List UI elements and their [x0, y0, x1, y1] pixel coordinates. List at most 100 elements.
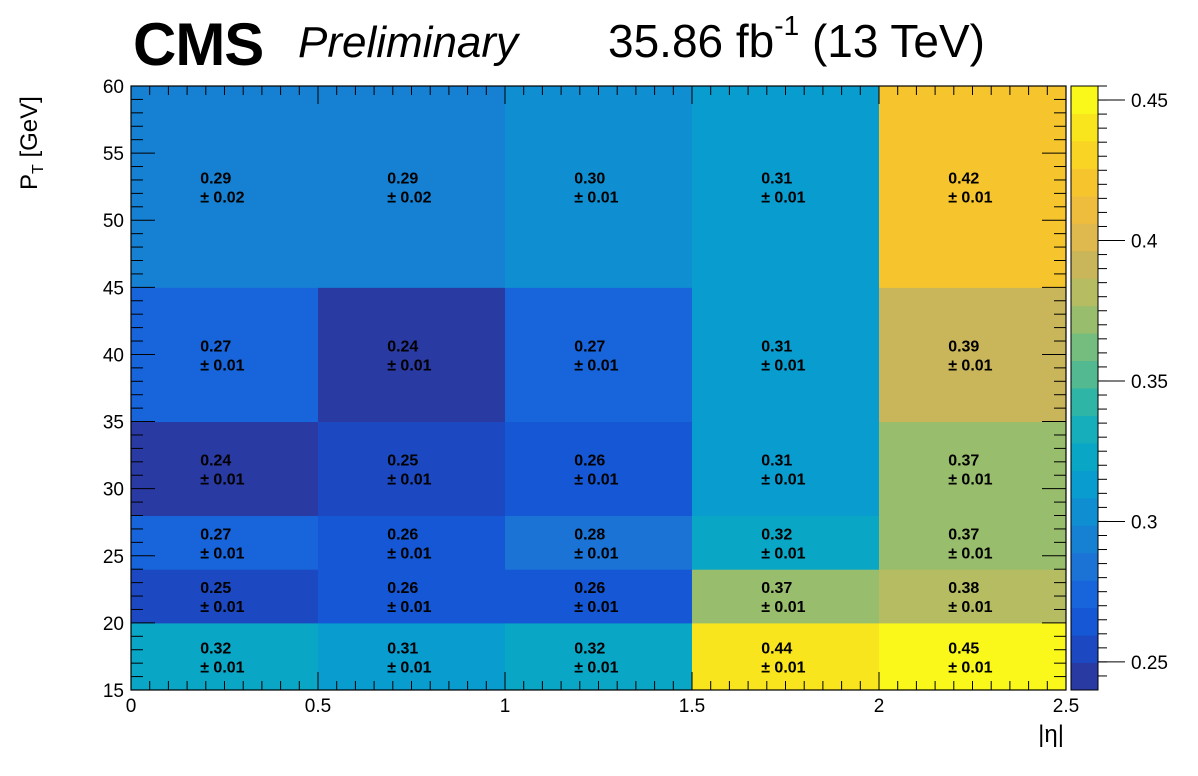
heatmap-cell [505, 421, 693, 517]
colorbar-segment [1071, 525, 1098, 554]
luminosity-value: 35.86 fb [608, 15, 775, 67]
heatmap-cell [692, 86, 880, 288]
cell-value-label: 0.26 [387, 526, 418, 543]
colorbar-tick-label: 0.35 [1131, 372, 1168, 393]
cell-error-label: ± 0.01 [387, 545, 431, 562]
cell-error-label: ± 0.02 [387, 190, 431, 207]
colorbar-segment [1071, 497, 1098, 526]
colorbar-segment [1071, 607, 1098, 636]
cell-error-label: ± 0.01 [200, 545, 244, 562]
heatmap-cell [131, 515, 319, 570]
cell-error-label: ± 0.01 [387, 472, 431, 489]
colorbar-segment [1071, 552, 1098, 581]
heatmap-cell [692, 421, 880, 517]
luminosity-exponent: -1 [774, 9, 800, 41]
cell-error-label: ± 0.01 [574, 190, 618, 207]
cell-error-label: ± 0.01 [200, 659, 244, 676]
heatmap-cell [692, 287, 880, 423]
heatmap-cell [879, 515, 1067, 570]
colorbar-tick-label: 0.3 [1131, 512, 1157, 533]
cell-value-label: 0.25 [387, 453, 418, 470]
colorbar-segment [1071, 113, 1098, 142]
cell-value-label: 0.24 [200, 453, 231, 470]
cell-error-label: ± 0.02 [200, 190, 244, 207]
cell-error-label: ± 0.01 [574, 659, 618, 676]
x-tick-label: 2.5 [1053, 696, 1079, 717]
colorbar-tick-label: 0.45 [1131, 91, 1168, 112]
cell-error-label: ± 0.01 [948, 472, 992, 489]
heatmap-cell [131, 421, 319, 517]
x-tick-label: 0.5 [305, 696, 331, 717]
cell-error-label: ± 0.01 [948, 599, 992, 616]
heatmap-cell [505, 86, 693, 288]
colorbar-segment [1071, 250, 1098, 279]
heatmap-cell [318, 86, 506, 288]
cell-value-label: 0.27 [200, 526, 231, 543]
x-tick-label: 0 [126, 696, 137, 717]
heatmap-cell [131, 287, 319, 423]
cell-error-label: ± 0.01 [387, 599, 431, 616]
cell-error-label: ± 0.01 [948, 659, 992, 676]
y-tick-label: 25 [103, 547, 124, 568]
cell-error-label: ± 0.01 [761, 190, 805, 207]
heatmap-cell [879, 287, 1067, 423]
colorbar-segment [1071, 442, 1098, 471]
cell-value-label: 0.28 [574, 526, 605, 543]
colorbar-segment [1071, 86, 1098, 114]
cell-value-label: 0.42 [948, 171, 979, 188]
cell-value-label: 0.37 [948, 526, 979, 543]
cell-value-label: 0.32 [761, 526, 792, 543]
cell-value-label: 0.29 [387, 171, 418, 188]
y-tick-label: 15 [103, 681, 124, 702]
x-tick-label: 1 [500, 696, 511, 717]
colorbar-segment [1071, 223, 1098, 252]
colorbar-segment [1071, 470, 1098, 499]
y-tick-label: 40 [103, 345, 124, 366]
x-tick-label: 2 [874, 696, 885, 717]
colorbar-tick-label: 0.4 [1131, 232, 1158, 253]
cell-error-label: ± 0.01 [387, 357, 431, 374]
cell-error-label: ± 0.01 [574, 472, 618, 489]
cell-error-label: ± 0.01 [948, 190, 992, 207]
cell-value-label: 0.26 [574, 580, 605, 597]
cell-value-label: 0.31 [761, 338, 792, 355]
cell-error-label: ± 0.01 [761, 599, 805, 616]
cell-value-label: 0.24 [387, 338, 418, 355]
cell-value-label: 0.32 [200, 640, 231, 657]
heatmap-cell [131, 622, 319, 691]
y-tick-label: 50 [103, 211, 124, 232]
cell-value-label: 0.30 [574, 171, 605, 188]
cell-value-label: 0.25 [200, 580, 231, 597]
cell-value-label: 0.44 [761, 640, 792, 657]
cell-error-label: ± 0.01 [574, 545, 618, 562]
cell-error-label: ± 0.01 [200, 472, 244, 489]
colorbar-segment [1071, 168, 1098, 197]
cell-value-label: 0.27 [574, 338, 605, 355]
cell-value-label: 0.31 [387, 640, 418, 657]
cell-error-label: ± 0.01 [574, 599, 618, 616]
cell-value-label: 0.32 [574, 640, 605, 657]
colorbar-tick-label: 0.25 [1131, 653, 1168, 674]
cell-value-label: 0.31 [761, 453, 792, 470]
y-tick-label: 55 [103, 144, 124, 165]
heatmap-cell [505, 622, 693, 691]
cell-value-label: 0.37 [761, 580, 792, 597]
colorbar-segment [1071, 305, 1098, 334]
cell-error-label: ± 0.01 [200, 357, 244, 374]
heatmap-cell [692, 515, 880, 570]
heatmap-cell [505, 569, 693, 624]
cell-value-label: 0.26 [387, 580, 418, 597]
colorbar-segment [1071, 195, 1098, 224]
y-tick-label: 20 [103, 614, 124, 635]
heatmap-cell [318, 287, 506, 423]
colorbar-segment [1071, 635, 1098, 664]
colorbar-segment [1071, 580, 1098, 609]
y-tick-label: 60 [103, 77, 124, 98]
colorbar-frame [1070, 85, 1099, 691]
colorbar-segment [1071, 662, 1098, 691]
cell-error-label: ± 0.01 [574, 357, 618, 374]
colorbar-segment [1071, 415, 1098, 444]
heatmap-cell [318, 569, 506, 624]
cms-label: CMS [133, 11, 264, 78]
